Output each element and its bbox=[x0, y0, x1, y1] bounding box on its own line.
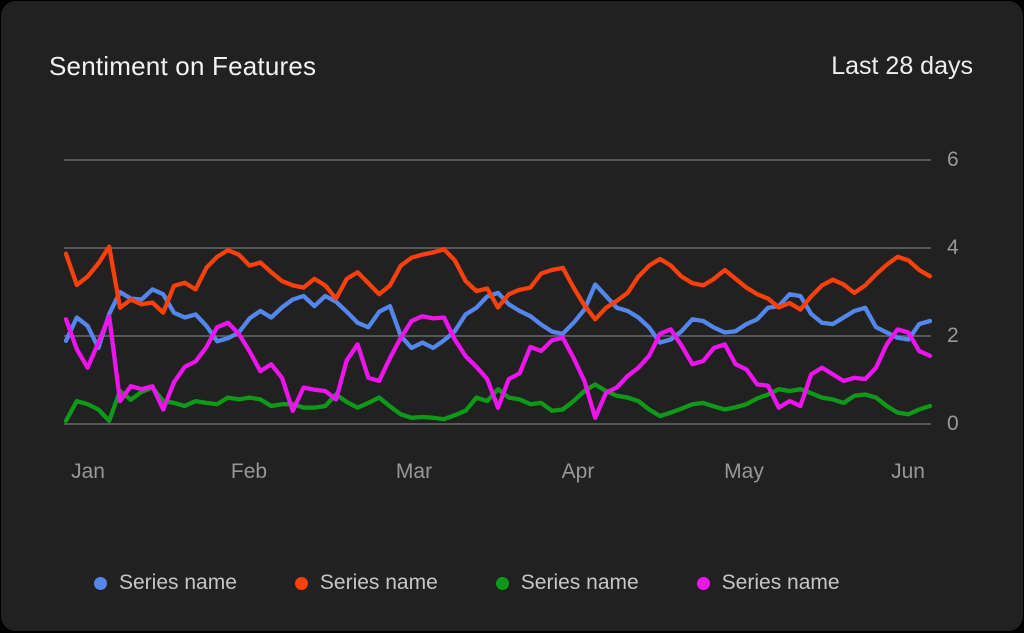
series-3-dot-icon bbox=[495, 576, 509, 590]
x-axis-tick-may: May bbox=[724, 460, 764, 483]
legend-item-series-2[interactable]: Series name bbox=[294, 571, 438, 595]
legend-item-series-1[interactable]: Series name bbox=[94, 571, 237, 595]
x-axis-tick-mar: Mar bbox=[395, 460, 433, 483]
x-axis-tick-apr: Apr bbox=[561, 460, 595, 483]
legend: Series name Series name Series name Seri… bbox=[94, 571, 840, 595]
x-axis-tick-jun: Jun bbox=[891, 460, 925, 483]
legend-item-series-4[interactable]: Series name bbox=[696, 571, 840, 595]
legend-item-label: Series name bbox=[119, 571, 237, 594]
legend-item-label: Series name bbox=[520, 571, 639, 594]
x-axis-tick-jan: Jan bbox=[71, 460, 105, 483]
series-2-dot-icon bbox=[294, 576, 308, 590]
legend-item-label: Series name bbox=[319, 571, 438, 594]
period-label: Last 28 days bbox=[831, 52, 973, 80]
y-axis-tick-0: 0 bbox=[947, 412, 959, 435]
y-axis-tick-2: 2 bbox=[947, 324, 959, 347]
legend-item-label: Series name bbox=[721, 571, 840, 594]
legend-item-series-3[interactable]: Series name bbox=[495, 571, 639, 595]
series-1-dot-icon bbox=[94, 576, 107, 590]
y-axis-tick-4: 4 bbox=[947, 236, 959, 259]
series-4-dot-icon bbox=[696, 576, 710, 590]
chart-title: Sentiment on Features bbox=[49, 51, 317, 81]
x-axis-tick-feb: Feb bbox=[230, 460, 268, 483]
y-axis-tick-6: 6 bbox=[947, 148, 959, 171]
